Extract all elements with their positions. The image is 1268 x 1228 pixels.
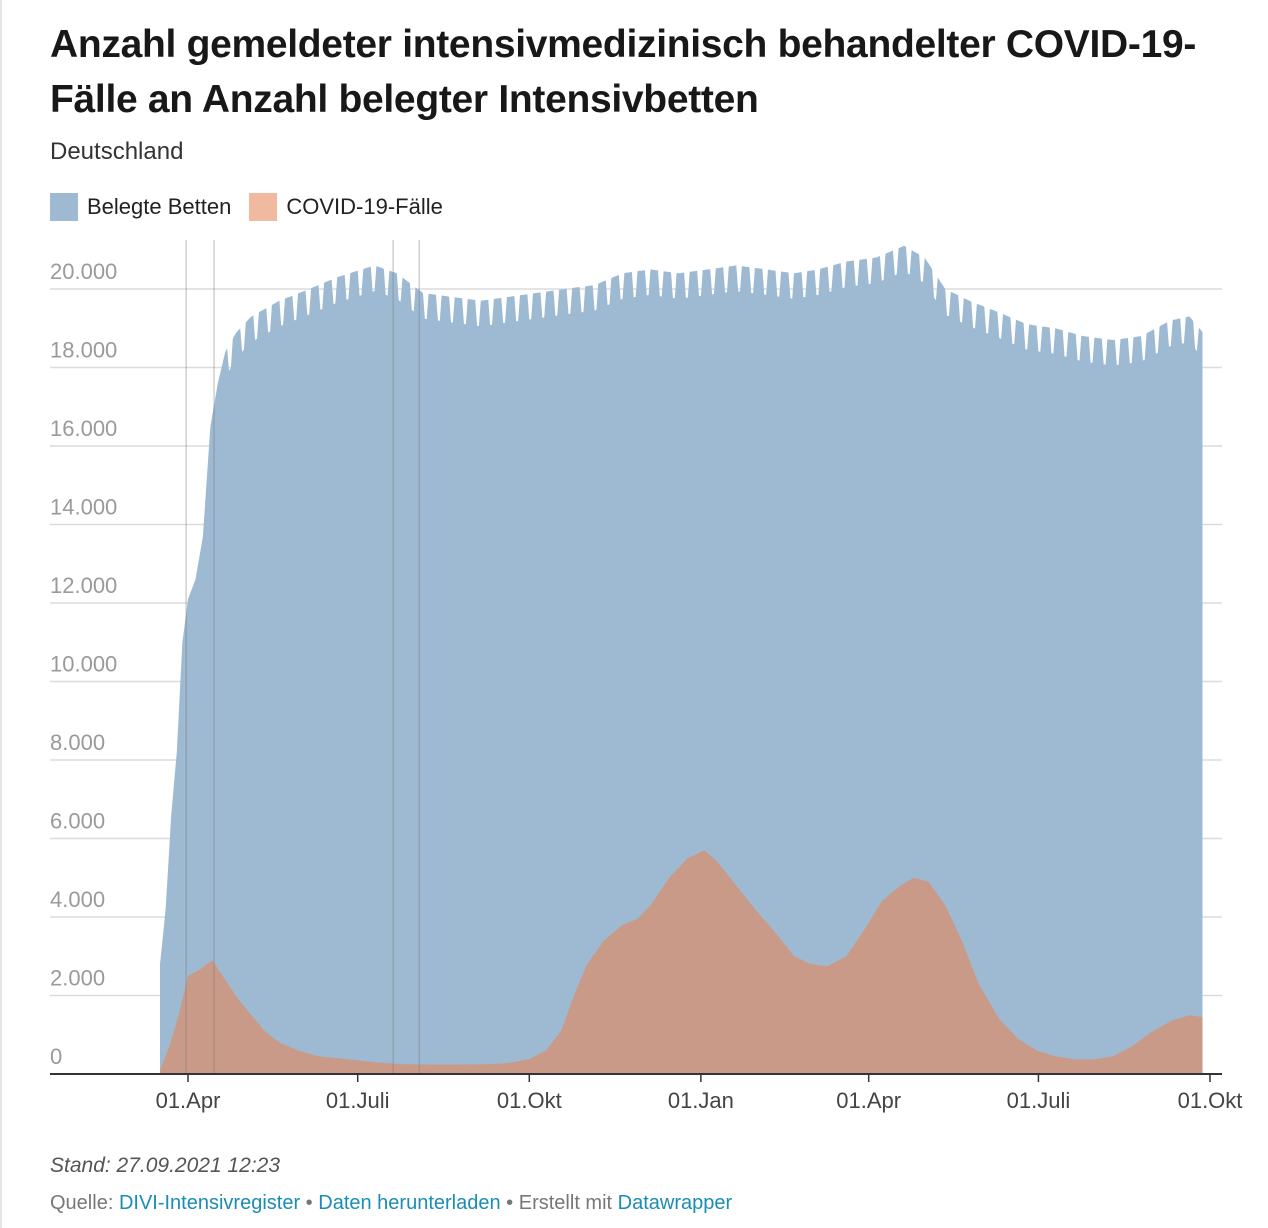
datawrapper-link[interactable]: Datawrapper bbox=[617, 1192, 733, 1214]
separator-2: • bbox=[506, 1192, 514, 1214]
y-tick-label: 6.000 bbox=[50, 809, 105, 834]
x-tick-label: 01.Jan bbox=[668, 1088, 734, 1113]
legend-item-beds: Belegte Betten bbox=[50, 193, 231, 221]
y-tick-label: 18.000 bbox=[50, 338, 117, 363]
y-tick-label: 16.000 bbox=[50, 416, 117, 441]
x-tick-label: 01.Juli bbox=[326, 1088, 390, 1113]
footer-source: Quelle: DIVI-Intensivregister • Daten he… bbox=[50, 1192, 732, 1215]
y-tick-label: 2.000 bbox=[50, 966, 105, 991]
x-tick-label: 01.Apr bbox=[156, 1088, 221, 1113]
chart-title: Anzahl gemeldeter intensivmedizinisch be… bbox=[50, 23, 1197, 121]
series-area-covid-faelle bbox=[160, 850, 1203, 1074]
x-tick-label: 01.Okt bbox=[497, 1088, 562, 1113]
y-tick-label: 14.000 bbox=[50, 495, 117, 520]
separator-1: • bbox=[305, 1192, 313, 1214]
y-tick-label: 0 bbox=[50, 1044, 62, 1069]
source-link[interactable]: DIVI-Intensivregister bbox=[118, 1192, 301, 1214]
y-tick-label: 8.000 bbox=[50, 730, 105, 755]
y-tick-label: 4.000 bbox=[50, 887, 105, 912]
legend-label-beds: Belegte Betten bbox=[87, 194, 232, 219]
y-tick-label: 20.000 bbox=[50, 259, 117, 284]
chart-subtitle: Deutschland bbox=[50, 138, 184, 165]
legend-swatch-covid bbox=[249, 193, 278, 221]
x-tick-label: 01.Okt bbox=[1178, 1088, 1243, 1113]
created-with-label: Erstellt mit bbox=[518, 1192, 613, 1214]
series-area-belegte-betten bbox=[160, 245, 1203, 1075]
download-data-link[interactable]: Daten herunterladen bbox=[318, 1192, 501, 1214]
y-tick-label: 10.000 bbox=[50, 652, 117, 677]
source-label: Quelle: bbox=[50, 1192, 114, 1214]
legend-swatch-beds bbox=[50, 193, 78, 221]
area-chart: 0 2.000 4.000 6.000 8.000 10.000 12.000 14.000 1… bbox=[50, 240, 1243, 1113]
y-tick-label: 12.000 bbox=[50, 573, 117, 598]
x-tick-label: 01.Apr bbox=[836, 1088, 901, 1113]
x-tick-label: 01.Juli bbox=[1007, 1088, 1071, 1113]
legend: Belegte Betten COVID-19-Fälle bbox=[50, 193, 461, 221]
legend-item-covid: COVID-19-Fälle bbox=[249, 193, 443, 221]
left-edge-rule bbox=[0, 0, 2, 1228]
footer-stand: Stand: 27.09.2021 12:23 bbox=[50, 1154, 281, 1177]
legend-label-covid: COVID-19-Fälle bbox=[286, 194, 443, 219]
